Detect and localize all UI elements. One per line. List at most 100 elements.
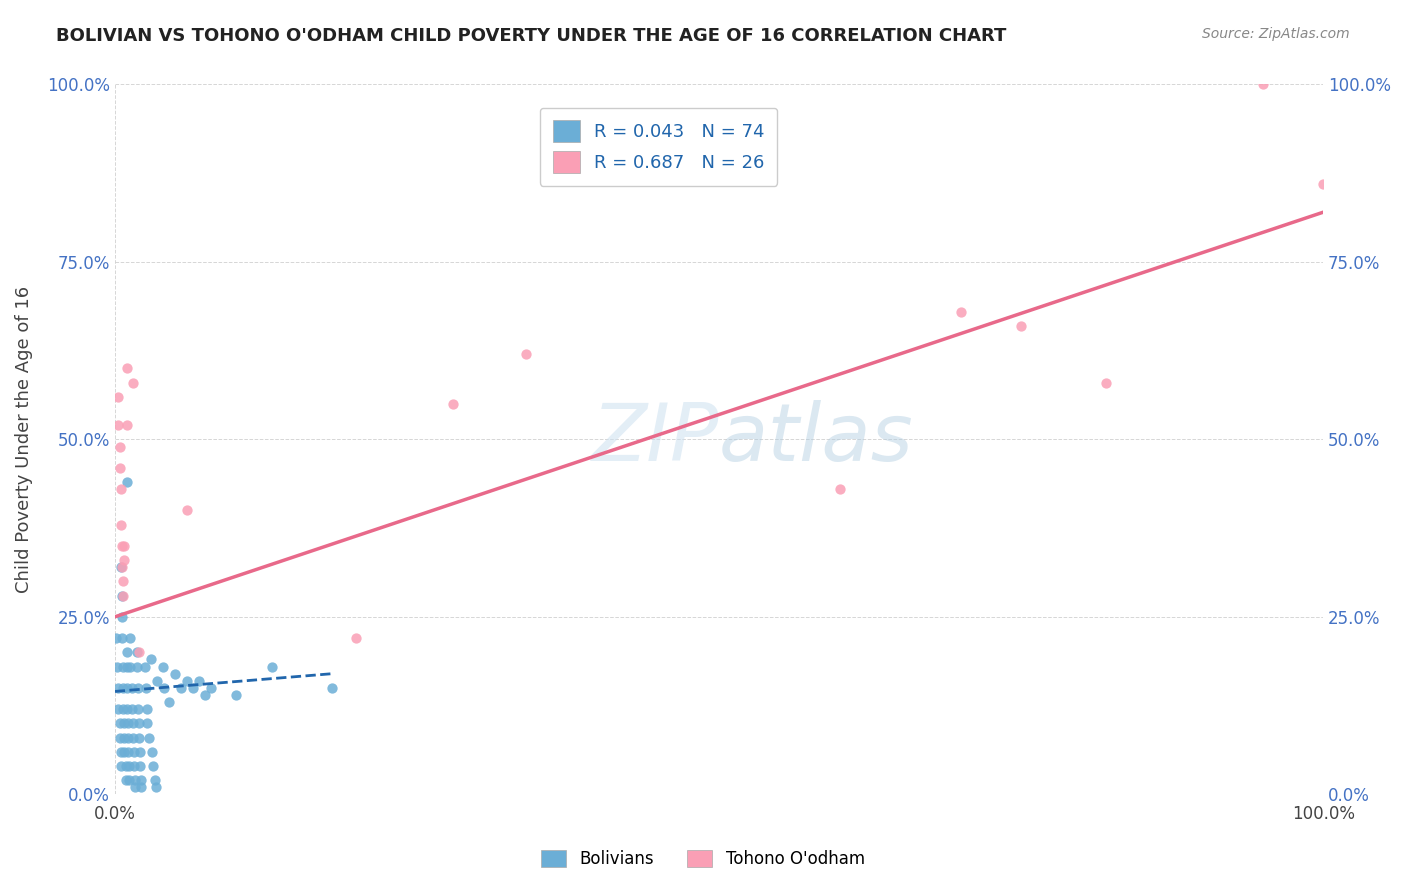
Point <box>127 681 149 695</box>
Point <box>949 304 972 318</box>
Point <box>145 780 167 795</box>
Point <box>108 716 131 731</box>
Point <box>121 702 143 716</box>
Point <box>108 731 131 745</box>
Point <box>127 702 149 716</box>
Point <box>112 745 135 759</box>
Point <box>135 681 157 695</box>
Point <box>165 666 187 681</box>
Point <box>112 574 135 589</box>
Point <box>111 610 134 624</box>
Point <box>117 716 139 731</box>
Text: atlas: atlas <box>718 401 914 478</box>
Point <box>125 645 148 659</box>
Point <box>124 773 146 788</box>
Point <box>129 745 152 759</box>
Point <box>118 759 141 773</box>
Point <box>111 589 134 603</box>
Point <box>121 681 143 695</box>
Point <box>110 560 132 574</box>
Point <box>142 759 165 773</box>
Point <box>122 376 145 390</box>
Point <box>120 659 142 673</box>
Point <box>115 361 138 376</box>
Point <box>131 780 153 795</box>
Point <box>141 745 163 759</box>
Point <box>124 780 146 795</box>
Point <box>152 659 174 673</box>
Point <box>111 539 134 553</box>
Point <box>115 475 138 489</box>
Point <box>115 702 138 716</box>
Point <box>120 631 142 645</box>
Point <box>122 745 145 759</box>
Point <box>1094 376 1116 390</box>
Point <box>112 702 135 716</box>
Point <box>112 553 135 567</box>
Point <box>260 659 283 673</box>
Point <box>108 460 131 475</box>
Point <box>105 659 128 673</box>
Point <box>828 482 851 496</box>
Point <box>115 418 138 433</box>
Point <box>138 731 160 745</box>
Point <box>112 539 135 553</box>
Point <box>107 702 129 716</box>
Point <box>1010 318 1032 333</box>
Point <box>181 681 204 695</box>
Point <box>128 645 150 659</box>
Point <box>107 390 129 404</box>
Point <box>111 560 134 574</box>
Point <box>107 418 129 433</box>
Point <box>346 631 368 645</box>
Point <box>112 716 135 731</box>
Point <box>515 347 537 361</box>
Point <box>1251 78 1274 92</box>
Point <box>115 645 138 659</box>
Point <box>117 745 139 759</box>
Point <box>115 681 138 695</box>
Point <box>131 773 153 788</box>
Text: BOLIVIAN VS TOHONO O'ODHAM CHILD POVERTY UNDER THE AGE OF 16 CORRELATION CHART: BOLIVIAN VS TOHONO O'ODHAM CHILD POVERTY… <box>56 27 1007 45</box>
Point <box>107 681 129 695</box>
Point <box>112 681 135 695</box>
Point <box>112 659 135 673</box>
Point <box>153 681 176 695</box>
Point <box>129 759 152 773</box>
Point <box>110 517 132 532</box>
Point <box>118 773 141 788</box>
Point <box>321 681 343 695</box>
Point <box>194 688 217 702</box>
Point <box>176 673 198 688</box>
Point <box>112 589 135 603</box>
Y-axis label: Child Poverty Under the Age of 16: Child Poverty Under the Age of 16 <box>15 285 32 593</box>
Point <box>114 773 136 788</box>
Point <box>139 652 162 666</box>
Point <box>136 702 159 716</box>
Point <box>122 731 145 745</box>
Point <box>104 631 127 645</box>
Point <box>122 716 145 731</box>
Point <box>225 688 247 702</box>
Point <box>134 659 156 673</box>
Point <box>114 759 136 773</box>
Point <box>111 631 134 645</box>
Point <box>115 659 138 673</box>
Legend: R = 0.043   N = 74, R = 0.687   N = 26: R = 0.043 N = 74, R = 0.687 N = 26 <box>540 108 778 186</box>
Point <box>176 503 198 517</box>
Point <box>146 673 169 688</box>
Point <box>108 440 131 454</box>
Text: Source: ZipAtlas.com: Source: ZipAtlas.com <box>1202 27 1350 41</box>
Point <box>143 773 166 788</box>
Point <box>112 731 135 745</box>
Point <box>188 673 211 688</box>
Point <box>122 759 145 773</box>
Point <box>117 731 139 745</box>
Point <box>128 731 150 745</box>
Legend: Bolivians, Tohono O'odham: Bolivians, Tohono O'odham <box>534 843 872 875</box>
Point <box>125 659 148 673</box>
Point <box>136 716 159 731</box>
Point <box>157 695 180 709</box>
Text: ZIP: ZIP <box>592 401 718 478</box>
Point <box>441 397 464 411</box>
